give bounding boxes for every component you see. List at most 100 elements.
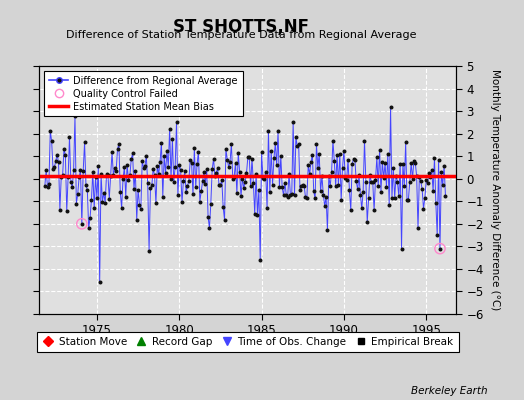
Point xyxy=(124,177,133,183)
Point xyxy=(345,187,354,193)
Point xyxy=(263,205,271,211)
Point xyxy=(305,171,314,178)
Point xyxy=(397,246,406,252)
Point xyxy=(282,192,290,198)
Point xyxy=(319,192,328,198)
Point xyxy=(318,173,326,179)
Point xyxy=(410,157,418,164)
Point xyxy=(328,169,336,176)
Legend: Difference from Regional Average, Quality Control Failed, Estimated Station Mean: Difference from Regional Average, Qualit… xyxy=(44,71,243,116)
Point xyxy=(241,179,249,185)
Point xyxy=(146,185,155,192)
Point xyxy=(281,180,289,186)
Point xyxy=(367,179,376,186)
Point xyxy=(374,183,383,189)
Point xyxy=(175,162,183,168)
Point xyxy=(274,128,282,134)
Point xyxy=(145,248,153,254)
Point xyxy=(144,180,152,186)
Point xyxy=(153,162,161,169)
Point xyxy=(341,175,350,182)
Point xyxy=(95,279,104,286)
Point xyxy=(390,194,399,201)
Point xyxy=(168,136,177,142)
Point xyxy=(244,154,252,160)
Point xyxy=(266,189,274,196)
Point xyxy=(46,128,54,134)
Point xyxy=(299,181,307,188)
Point xyxy=(350,156,358,162)
Point xyxy=(363,219,372,226)
Point xyxy=(224,164,233,170)
Point xyxy=(422,177,430,184)
Point xyxy=(293,143,301,149)
Point xyxy=(116,188,124,195)
Point xyxy=(368,179,377,185)
Point xyxy=(105,195,114,202)
Point xyxy=(419,205,428,212)
Point xyxy=(335,151,344,158)
Point xyxy=(389,165,398,171)
Point xyxy=(89,169,97,175)
Point xyxy=(194,148,203,155)
Point xyxy=(288,191,296,197)
Point xyxy=(406,179,414,185)
Point xyxy=(415,173,423,180)
Point xyxy=(388,194,396,201)
Point xyxy=(193,161,201,167)
Point xyxy=(170,178,178,185)
Point xyxy=(130,186,138,192)
Point xyxy=(183,183,192,190)
Point xyxy=(428,166,436,173)
Point xyxy=(210,156,218,162)
Point xyxy=(264,128,272,134)
Point xyxy=(178,199,186,206)
Point xyxy=(315,150,323,157)
Point xyxy=(366,172,374,178)
Point xyxy=(257,148,266,155)
Point xyxy=(119,176,127,183)
Point xyxy=(112,168,121,174)
Point xyxy=(188,160,196,166)
Point xyxy=(75,174,83,180)
Point xyxy=(270,155,278,162)
Point xyxy=(80,139,89,146)
Point xyxy=(79,167,88,174)
Point xyxy=(381,160,389,167)
Point xyxy=(181,168,189,174)
Point xyxy=(355,172,363,179)
Point xyxy=(83,187,92,193)
Point xyxy=(91,174,100,181)
Point xyxy=(195,198,204,205)
Point xyxy=(50,164,59,170)
Point xyxy=(155,171,163,178)
Point xyxy=(66,134,74,140)
Point xyxy=(356,192,365,198)
Point xyxy=(237,193,245,200)
Point xyxy=(141,163,149,169)
Text: Berkeley Earth: Berkeley Earth xyxy=(411,386,487,396)
Point xyxy=(184,177,193,184)
Point xyxy=(227,141,236,147)
Point xyxy=(289,119,297,126)
Point xyxy=(208,166,216,172)
Point xyxy=(72,201,81,207)
Point xyxy=(163,148,171,154)
Point xyxy=(242,170,250,177)
Point xyxy=(337,196,345,203)
Point xyxy=(437,169,445,175)
Point xyxy=(346,207,355,213)
Point xyxy=(149,165,157,172)
Point xyxy=(177,167,185,173)
Point xyxy=(370,207,378,213)
Point xyxy=(382,183,390,190)
Point xyxy=(373,154,381,160)
Point xyxy=(303,195,311,201)
Point xyxy=(115,140,123,147)
Point xyxy=(301,194,310,200)
Point xyxy=(120,164,128,170)
Point xyxy=(256,257,265,263)
Point xyxy=(339,164,347,171)
Point xyxy=(56,206,64,213)
Point xyxy=(45,181,53,188)
